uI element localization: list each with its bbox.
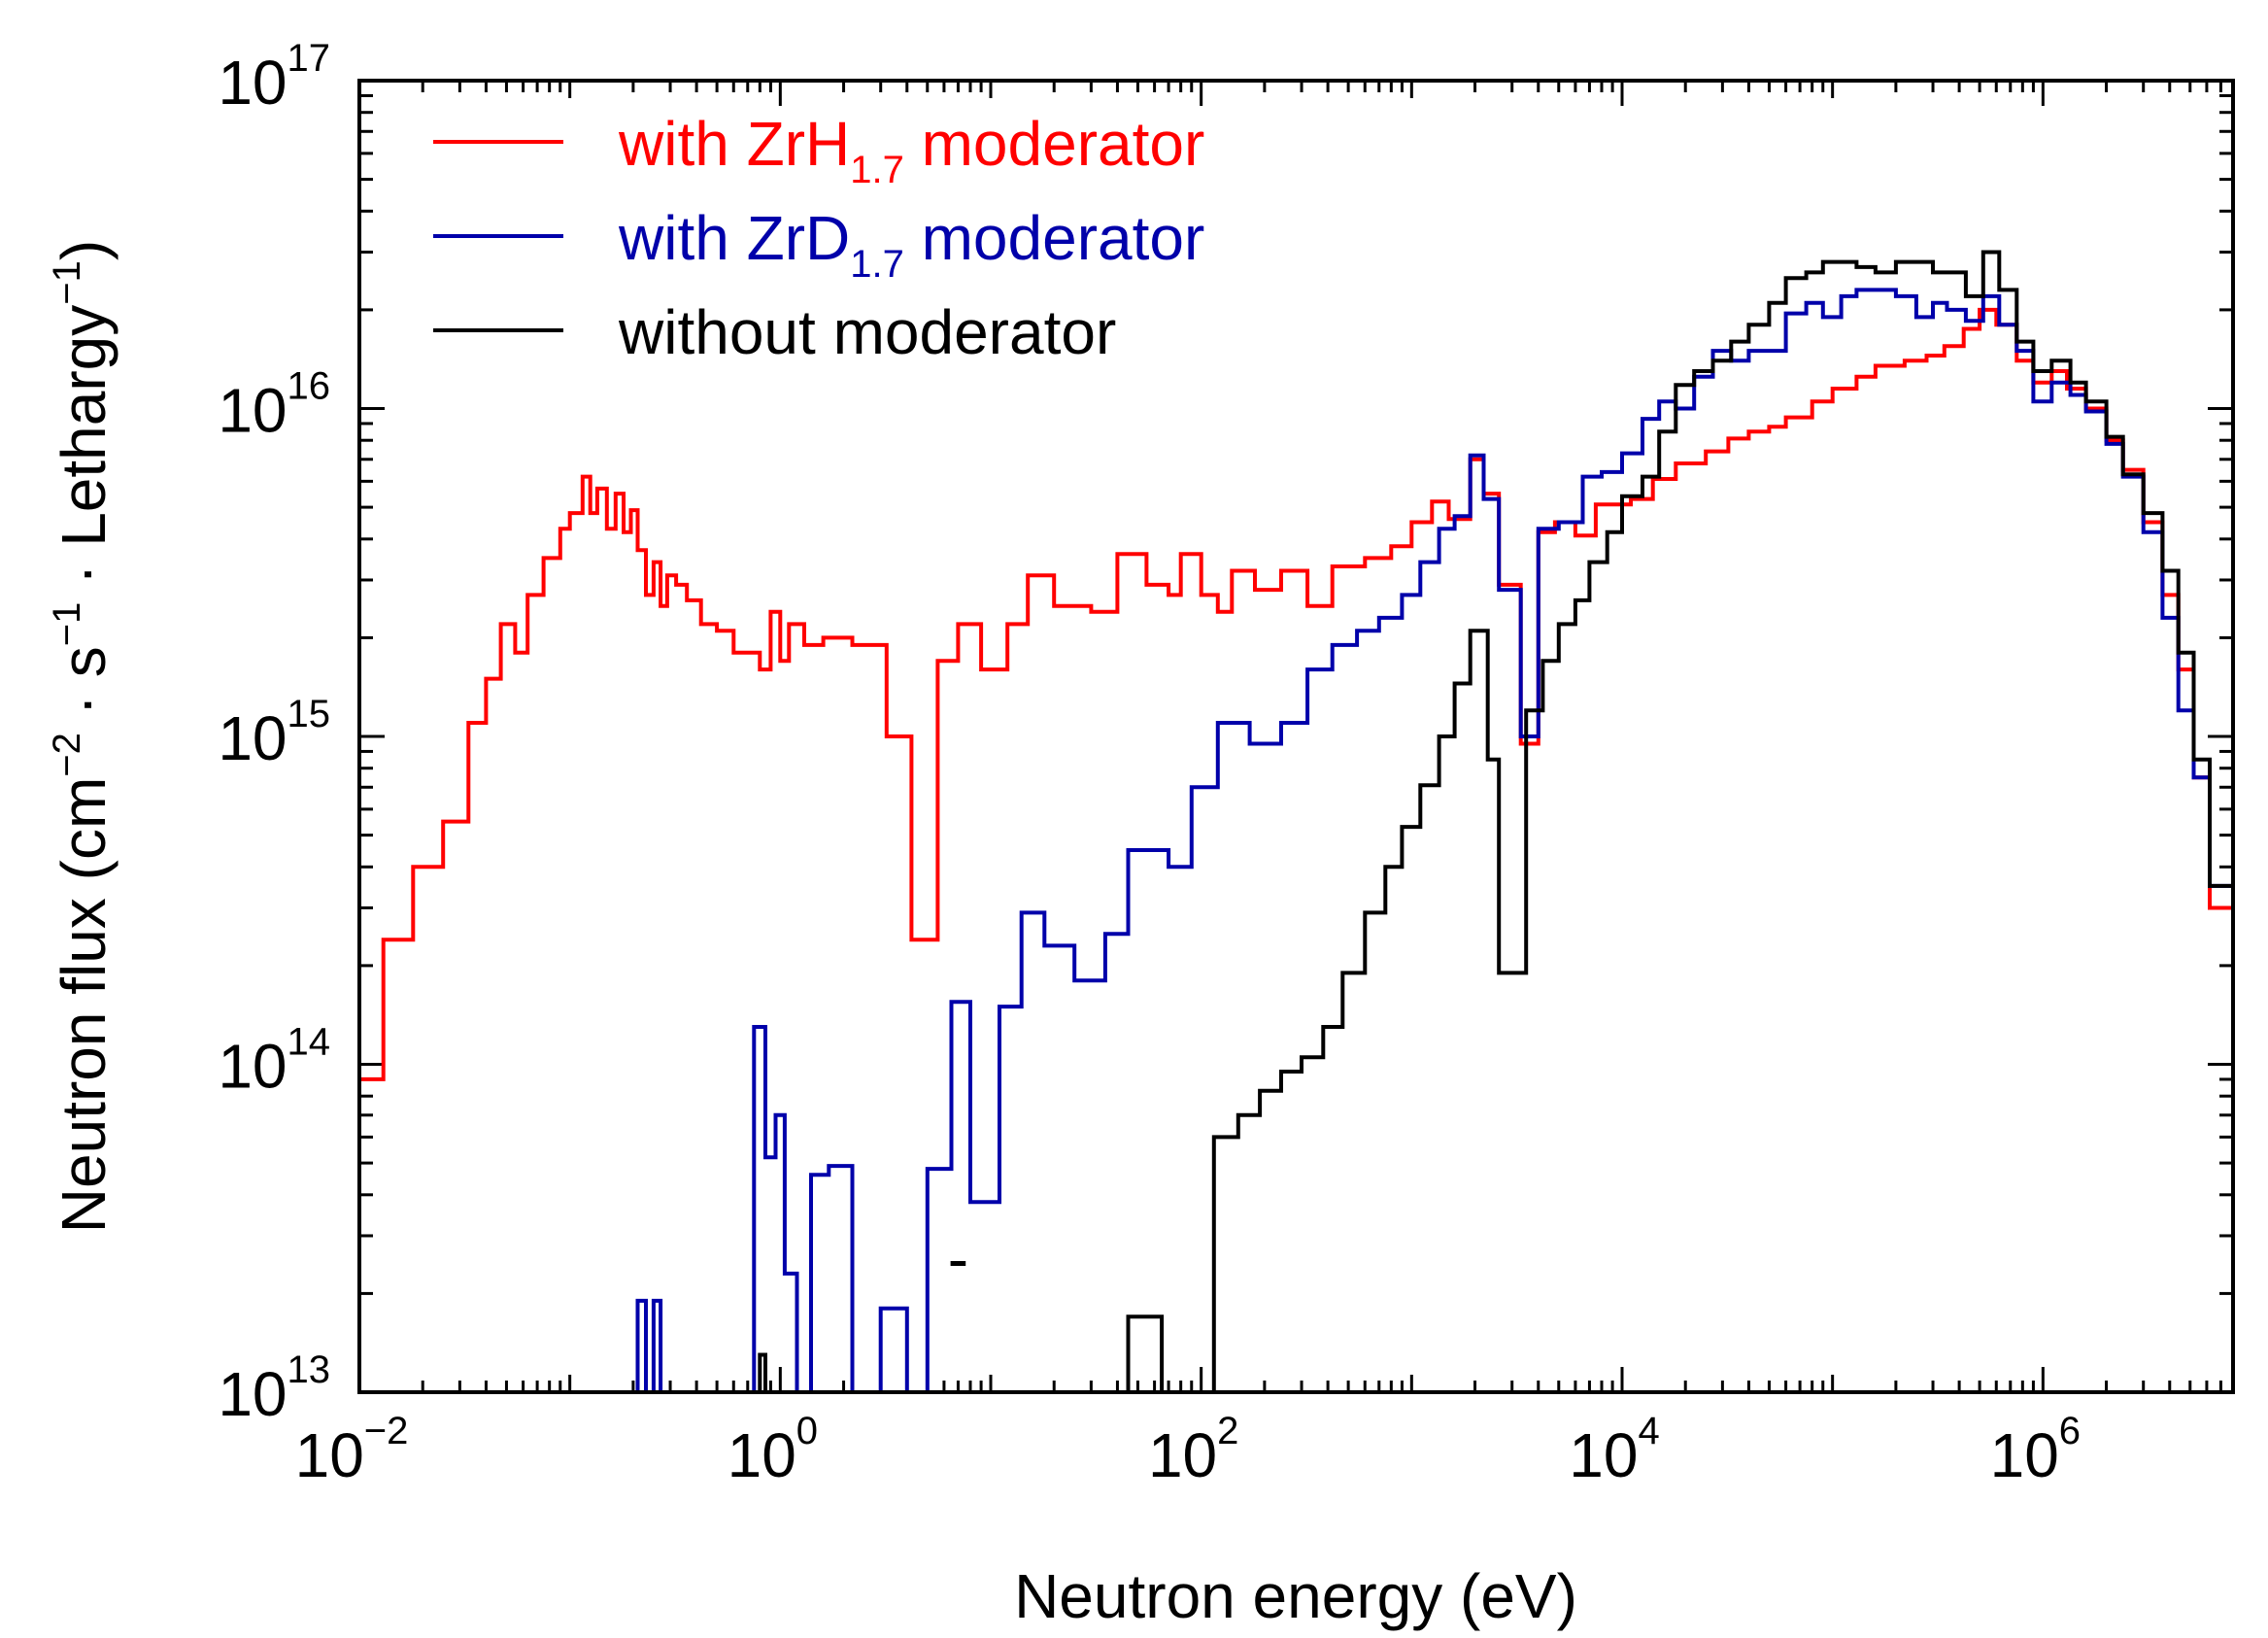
y-axis-title: Neutron flux (cm−2 · s−1 · Lethargy−1) [46,240,118,1233]
y-tick-label: 1013 [218,1348,330,1429]
y-axis-title-sup1: −2 [46,733,88,777]
x-tick-labels: 10−2 100 102 104 106 [295,1410,2081,1490]
legend-label-zrd: with ZrD1.7 moderator [618,203,1204,286]
annotation-mark: - [948,1223,968,1293]
y-axis-title-part3: · Lethargy [49,305,118,602]
y-tick-label: 1016 [218,365,330,446]
legend-label-zrd-sub: 1.7 [850,243,904,286]
y-tick-label: 1017 [218,37,330,118]
y-tick-labels: 1013 1014 1015 1016 1017 [218,37,330,1429]
legend-label-none: without moderator [618,297,1116,367]
legend: with ZrH1.7 moderator with ZrD1.7 modera… [433,109,1204,367]
y-axis-title-sup2: −1 [46,602,88,647]
x-tick-label: 102 [1148,1410,1238,1490]
series-line-0 [359,307,2233,1081]
x-tick-label: 104 [1569,1410,1659,1490]
plot-frame [357,79,2235,1394]
y-tick-label: 1014 [218,1021,330,1102]
legend-label-zrd-rest: moderator [904,203,1204,273]
series-line-2 [754,250,2233,1392]
annotations: - [948,1223,968,1293]
x-tick-label: 106 [1990,1410,2081,1490]
legend-label-zrh-rest: moderator [904,109,1204,179]
y-axis-title-part2: · s [49,646,118,733]
y-axis-title-part4: ) [49,240,118,260]
y-axis-title-sup3: −1 [46,260,88,305]
y-axis-title-part1: Neutron flux (cm [49,777,118,1233]
legend-label-zrd-main: with ZrD [618,203,850,273]
x-axis-title: Neutron energy (eV) [1014,1561,1577,1631]
y-tick-label: 1015 [218,693,330,773]
series-line-1 [628,288,2233,1392]
legend-label-zrh-sub: 1.7 [850,149,904,191]
x-tick-label: 100 [728,1410,818,1490]
x-tick-label: 10−2 [295,1410,409,1490]
legend-label-zrh: with ZrH1.7 moderator [618,109,1204,191]
data-series [359,250,2233,1392]
legend-label-zrh-main: with ZrH [618,109,850,179]
tick-marks [357,79,2235,1394]
